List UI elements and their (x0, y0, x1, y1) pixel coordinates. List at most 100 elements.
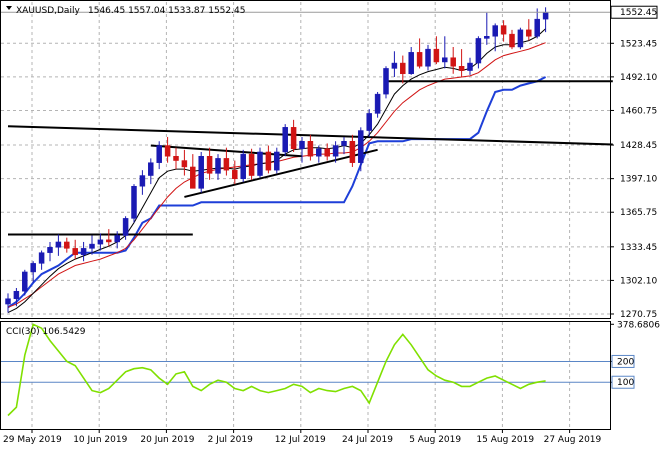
candle-body[interactable] (198, 156, 204, 189)
candle-body[interactable] (55, 241, 62, 248)
last-price-box (610, 5, 658, 19)
candle-body[interactable] (526, 29, 532, 37)
candle-body[interactable] (349, 141, 356, 163)
candle-body[interactable] (542, 11, 549, 20)
candle-body[interactable] (358, 130, 364, 163)
candle-body[interactable] (475, 38, 482, 64)
cci-level-box (611, 375, 635, 389)
candle-body[interactable] (316, 148, 322, 157)
dropdown-triangle-icon[interactable] (6, 6, 12, 10)
candle-body[interactable] (64, 241, 70, 249)
candle-body[interactable] (299, 141, 305, 150)
candle-body[interactable] (400, 62, 406, 75)
candle-body[interactable] (215, 158, 221, 174)
candle-body[interactable] (433, 48, 440, 63)
candle-body[interactable] (240, 153, 246, 179)
candle-body[interactable] (181, 160, 188, 168)
candle-body[interactable] (30, 263, 36, 273)
candle-body[interactable] (114, 235, 120, 243)
candle-body[interactable] (383, 68, 389, 95)
cci-panel-frame (0, 321, 611, 430)
candle-body[interactable] (122, 218, 129, 236)
candle-body[interactable] (517, 29, 524, 48)
candle-body[interactable] (442, 57, 448, 63)
candle-body[interactable] (248, 153, 255, 176)
candle-body[interactable] (148, 162, 154, 176)
price-tick-label: 1333.45 (620, 243, 657, 253)
time-tick-label: 12 Jul 2019 (275, 435, 326, 445)
candle-body[interactable] (265, 151, 272, 171)
cci-label: CCI(30) 106.5429 (6, 327, 86, 337)
candle-body[interactable] (332, 145, 339, 157)
candle-body[interactable] (458, 66, 465, 71)
candle-body[interactable] (391, 62, 398, 69)
candle-body[interactable] (534, 18, 540, 37)
candle-body[interactable] (509, 33, 515, 48)
candle-body[interactable] (425, 48, 431, 67)
time-tick-label: 27 Aug 2019 (544, 435, 602, 445)
price-tick-label: 1365.75 (620, 208, 657, 218)
candle-body[interactable] (374, 93, 381, 114)
candle-body[interactable] (47, 247, 53, 253)
time-tick-label: 20 Jun 2019 (140, 435, 194, 445)
candle-body[interactable] (223, 158, 230, 171)
cci-axis: 378.6806 200 100 (610, 320, 660, 389)
price-tick-label: 1492.10 (620, 73, 657, 83)
candle-body[interactable] (307, 141, 314, 157)
candle-body[interactable] (13, 290, 20, 299)
price-tick-label: 1397.10 (620, 175, 657, 185)
time-tick-label: 2 Jul 2019 (208, 435, 253, 445)
cci-tick-label: 100 (617, 378, 634, 388)
time-tick-label: 10 Jun 2019 (73, 435, 127, 445)
main-grid (1, 2, 610, 318)
candle-body[interactable] (97, 239, 104, 245)
candle-body[interactable] (190, 166, 196, 189)
candle-body[interactable] (106, 239, 112, 243)
cci-plot[interactable] (7, 323, 546, 417)
candle-body[interactable] (156, 145, 162, 163)
candle-body[interactable] (274, 151, 280, 171)
candle-body[interactable] (450, 57, 456, 67)
time-tick-label: 5 Aug 2019 (409, 435, 461, 445)
candle-body[interactable] (366, 113, 372, 131)
candle-body[interactable] (131, 185, 137, 219)
time-tick-label: 29 May 2019 (3, 435, 62, 445)
candle-body[interactable] (22, 271, 28, 292)
time-axis: 29 May 2019 10 Jun 2019 20 Jun 2019 2 Jul 2… (3, 429, 602, 445)
candle-body[interactable] (164, 145, 171, 157)
candle-body[interactable] (206, 156, 213, 174)
candle-body[interactable] (5, 298, 11, 305)
price-plot[interactable] (1, 7, 613, 314)
candle-body[interactable] (80, 248, 87, 256)
cci-tick-label: 200 (617, 357, 634, 367)
cci-level-box (611, 354, 635, 368)
symbol-timeframe: XAUUSD,Daily (16, 6, 80, 16)
candle-body[interactable] (257, 151, 263, 176)
candle-body[interactable] (282, 127, 288, 153)
candle-body[interactable] (341, 141, 347, 146)
main-chart-frame (0, 0, 611, 319)
cci-tick-label: 378.6806 (617, 320, 660, 330)
ohlc-readout: 1546.45 1557.04 1533.87 1552.45 (88, 6, 245, 16)
trendline[interactable] (184, 148, 378, 198)
candle-body[interactable] (416, 52, 423, 67)
price-tick-label: 1523.45 (620, 39, 657, 49)
candle-body[interactable] (173, 156, 179, 161)
candle-body[interactable] (72, 248, 78, 256)
price-tick-label: 1270.75 (620, 310, 657, 320)
candle-body[interactable] (408, 52, 414, 75)
candle-body[interactable] (38, 252, 45, 264)
candle-body[interactable] (139, 175, 146, 187)
candle-body[interactable] (232, 169, 238, 179)
candle-body[interactable] (492, 25, 498, 37)
cci-line (7, 323, 546, 417)
candle-body[interactable] (324, 148, 330, 157)
price-tick-label: 1428.45 (620, 141, 657, 151)
candle-body[interactable] (484, 36, 490, 39)
candle-body[interactable] (290, 127, 297, 150)
price-axis: 1270.75 1302.10 1333.45 1365.75 1397.10 1428.… (610, 5, 658, 320)
candle-body[interactable] (500, 25, 507, 35)
candle-body[interactable] (467, 62, 473, 71)
candle-body[interactable] (89, 243, 95, 249)
